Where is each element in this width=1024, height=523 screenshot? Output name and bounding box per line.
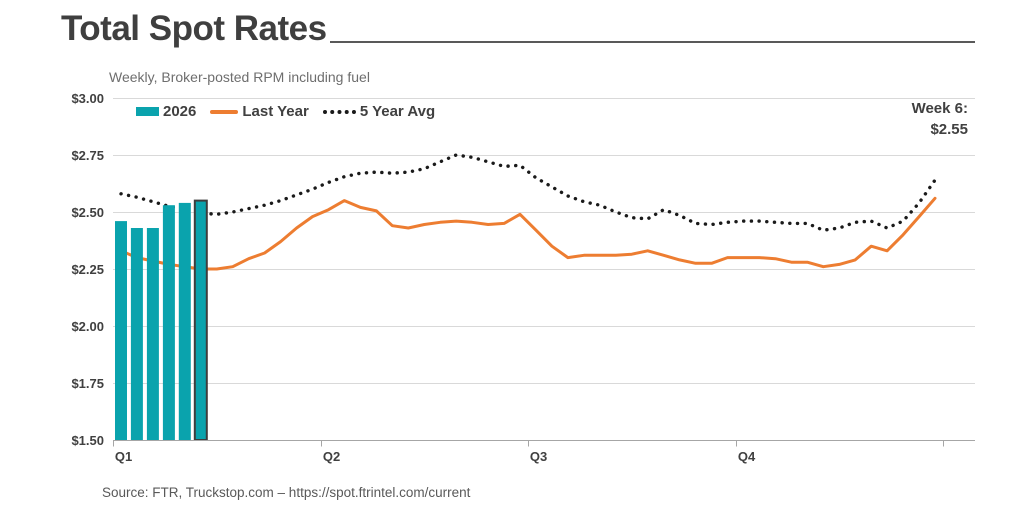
header: Total Spot Rates (61, 10, 975, 48)
bar-week-1 (115, 221, 127, 440)
x-axis-label-q2: Q2 (323, 449, 340, 464)
y-axis-label: $1.50 (71, 433, 104, 448)
y-axis-label: $2.00 (71, 319, 104, 334)
last-year-line (119, 196, 937, 271)
bar-week-2 (130, 228, 143, 440)
x-axis-label-q4: Q4 (738, 449, 756, 464)
legend-item-5-year-avg: 5 Year Avg (322, 103, 436, 120)
title-underline (329, 41, 975, 43)
week-6-annotation: Week 6: $2.55 (912, 98, 968, 140)
legend-label-5-year-avg: 5 Year Avg (359, 103, 436, 120)
bar-week-6 (193, 199, 208, 441)
y-axis-label: $2.25 (71, 262, 104, 277)
bar-week-5 (178, 202, 191, 440)
source-note: Source: FTR, Truckstop.com – https://spo… (102, 485, 471, 500)
legend-label-2026: 2026 (163, 103, 197, 120)
y-axis-label: $2.50 (71, 205, 104, 220)
legend-label-last-year: Last Year (242, 103, 309, 120)
annotation-value-label: $2.55 (930, 121, 968, 138)
chart-subtitle: Weekly, Broker-posted RPM including fuel (109, 69, 370, 85)
x-axis-label-q1: Q1 (115, 449, 132, 464)
y-axis-label: $3.00 (71, 91, 104, 106)
y-axis-label: $1.75 (71, 376, 104, 391)
legend-swatch-last-year (210, 109, 239, 114)
bar-week-4 (162, 205, 175, 440)
chart-legend: 2026 Last Year 5 Year Avg (136, 103, 435, 120)
five-year-avg-line (119, 153, 937, 232)
page-title: Total Spot Rates (61, 9, 327, 48)
bar-week-3 (146, 228, 159, 440)
legend-swatch-2026 (136, 107, 159, 116)
legend-swatch-5-year-avg (322, 109, 356, 114)
legend-item-last-year: Last Year (210, 103, 309, 120)
annotation-week-label: Week 6: (911, 100, 968, 117)
legend-item-2026: 2026 (136, 103, 196, 120)
y-axis-label: $2.75 (71, 148, 104, 163)
x-axis-label-q3: Q3 (530, 449, 547, 464)
